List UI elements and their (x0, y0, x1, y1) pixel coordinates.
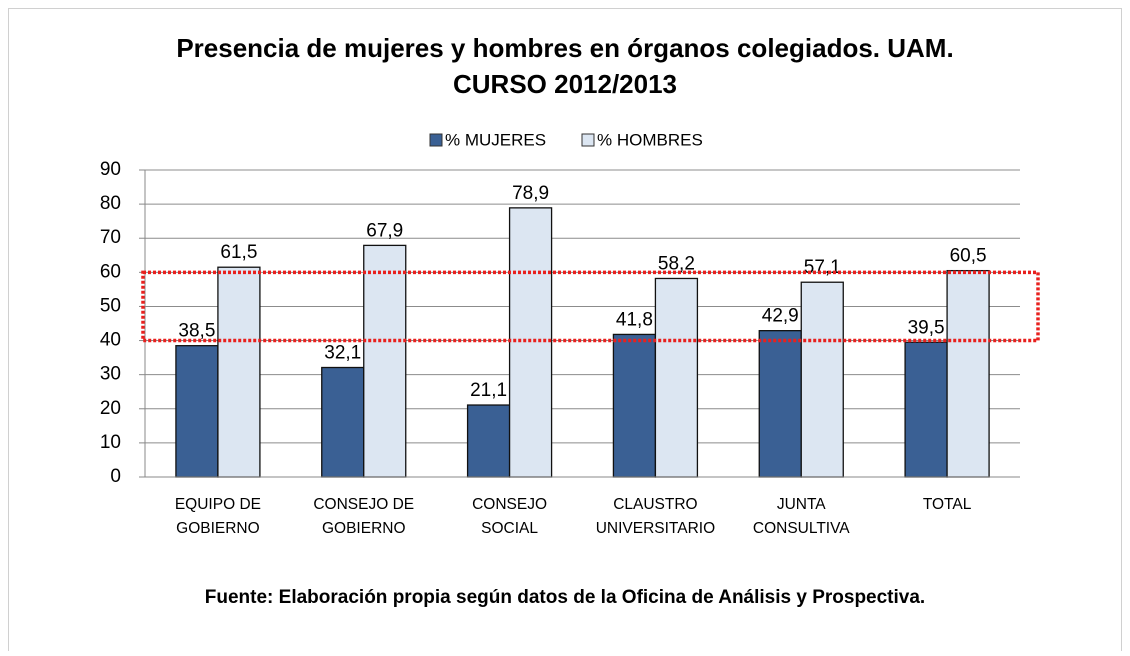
chart-title: CURSO 2012/2013 (453, 69, 677, 99)
y-tick-label: 10 (100, 432, 121, 453)
y-tick-label: 20 (100, 398, 121, 419)
x-tick-label: CONSEJO (472, 496, 547, 513)
data-label: 57,1 (804, 257, 841, 278)
data-label: 39,5 (908, 317, 945, 338)
legend-swatch (581, 133, 595, 147)
bar (946, 269, 990, 478)
x-tick-label: CONSEJO DE (313, 496, 414, 513)
bar (363, 244, 407, 478)
chart-border (8, 8, 1122, 656)
data-label: 32,1 (324, 343, 361, 364)
bar (321, 366, 365, 478)
bar (612, 333, 657, 478)
x-tick-label: UNIVERSITARIO (596, 520, 715, 537)
y-tick-label: 40 (100, 330, 121, 351)
x-tick-label: GOBIERNO (322, 520, 406, 537)
data-label: 60,5 (950, 246, 987, 267)
legend-swatch (429, 133, 443, 147)
bar (800, 281, 844, 478)
data-label: 41,8 (616, 309, 653, 330)
legend-label: % HOMBRES (597, 130, 703, 149)
highlight-band (141, 270, 1040, 343)
y-tick-label: 0 (110, 466, 121, 487)
data-label: 67,9 (366, 220, 403, 241)
source-note: Fuente: Elaboración propia según datos d… (205, 587, 925, 608)
bar (175, 345, 219, 478)
data-label: 42,9 (762, 306, 799, 327)
bar (654, 277, 699, 478)
chart-title: Presencia de mujeres y hombres en órgano… (176, 33, 953, 63)
x-tick-label: EQUIPO DE (175, 496, 261, 513)
data-label: 21,1 (470, 380, 507, 401)
y-tick-label: 70 (100, 227, 121, 248)
bar (217, 266, 261, 478)
x-tick-label: CONSULTIVA (753, 520, 850, 537)
x-tick-label: JUNTA (777, 496, 826, 513)
data-label: 78,9 (512, 183, 549, 204)
y-tick-label: 80 (100, 193, 121, 214)
x-tick-label: CLAUSTRO (613, 496, 697, 513)
data-label: 38,5 (178, 321, 215, 342)
y-tick-label: 50 (100, 295, 121, 316)
x-tick-label: TOTAL (923, 496, 972, 513)
data-label: 58,2 (658, 253, 695, 274)
y-tick-label: 60 (100, 261, 121, 282)
x-tick-label: GOBIERNO (176, 520, 260, 537)
x-tick-label: SOCIAL (481, 520, 538, 537)
legend-label: % MUJERES (445, 130, 546, 149)
y-tick-label: 90 (100, 159, 121, 180)
y-tick-label: 30 (100, 364, 121, 385)
bar (904, 341, 948, 478)
data-label: 61,5 (220, 242, 257, 263)
bar (508, 207, 553, 478)
bar (466, 404, 511, 478)
bar (758, 330, 802, 478)
